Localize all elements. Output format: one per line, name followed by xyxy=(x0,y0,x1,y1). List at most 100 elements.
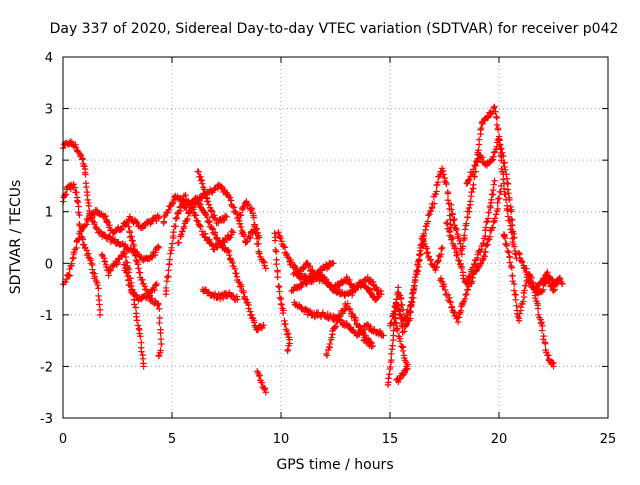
data-point xyxy=(198,176,205,184)
data-point xyxy=(175,239,183,246)
data-point xyxy=(244,200,252,208)
data-point xyxy=(179,200,186,207)
data-point xyxy=(346,305,353,312)
data-point xyxy=(463,220,470,227)
data-point xyxy=(516,310,523,317)
data-point xyxy=(153,280,160,288)
data-point xyxy=(510,287,518,294)
data-point xyxy=(230,262,237,270)
data-point xyxy=(504,247,511,255)
data-point xyxy=(447,299,454,306)
data-point xyxy=(407,315,414,322)
data-point xyxy=(385,375,392,382)
data-point xyxy=(511,234,518,241)
data-point xyxy=(491,177,498,184)
data-point xyxy=(475,136,483,143)
data-point xyxy=(414,261,421,268)
data-point xyxy=(229,229,237,236)
data-point xyxy=(390,315,398,323)
data-point xyxy=(477,126,484,133)
x-tick-label: 5 xyxy=(168,432,176,447)
data-point xyxy=(448,303,456,310)
data-point xyxy=(482,232,489,240)
data-point xyxy=(478,124,485,132)
y-axis-label: SDTVAR / TECUs xyxy=(8,180,24,295)
data-point xyxy=(302,280,309,287)
data-point xyxy=(378,291,385,298)
data-point xyxy=(495,195,503,202)
data-point xyxy=(136,330,143,337)
data-point xyxy=(407,308,414,316)
data-point xyxy=(231,265,238,273)
data-point xyxy=(374,294,381,301)
data-point xyxy=(197,204,204,211)
data-point xyxy=(95,285,102,292)
data-point xyxy=(87,257,94,264)
data-point xyxy=(430,200,438,207)
data-point xyxy=(456,310,463,318)
data-point xyxy=(515,249,523,257)
data-point xyxy=(90,220,98,228)
data-point xyxy=(409,299,416,306)
data-points-layer xyxy=(59,103,566,396)
data-point xyxy=(443,180,450,188)
data-point xyxy=(395,378,402,386)
data-point xyxy=(392,314,399,321)
data-point xyxy=(131,245,138,253)
data-point xyxy=(248,205,255,212)
data-point xyxy=(135,265,142,272)
data-point xyxy=(251,221,258,228)
data-point xyxy=(465,204,473,212)
data-point xyxy=(463,290,470,298)
data-point xyxy=(223,213,230,221)
data-point xyxy=(215,219,222,227)
data-point xyxy=(508,216,515,223)
data-point xyxy=(169,200,176,207)
data-point xyxy=(111,236,119,243)
data-point xyxy=(395,376,403,383)
data-point xyxy=(397,295,405,303)
data-point xyxy=(168,244,175,251)
data-point xyxy=(455,314,463,321)
data-point xyxy=(129,237,136,245)
data-point xyxy=(504,186,511,193)
data-point xyxy=(253,235,261,242)
data-point xyxy=(559,280,566,288)
data-point xyxy=(226,251,233,259)
data-point xyxy=(470,181,477,189)
data-point xyxy=(534,305,542,312)
data-point xyxy=(211,290,219,297)
data-point xyxy=(493,114,501,122)
data-point xyxy=(206,217,213,225)
data-point xyxy=(453,226,460,234)
data-point xyxy=(186,210,194,217)
data-point xyxy=(307,275,314,282)
data-point xyxy=(323,352,331,359)
data-point xyxy=(392,303,399,311)
data-point xyxy=(167,250,174,257)
data-point xyxy=(459,243,467,250)
data-point xyxy=(367,323,374,330)
y-tick-label: 0 xyxy=(45,257,53,272)
data-point xyxy=(165,273,172,280)
data-point xyxy=(490,186,497,194)
data-point xyxy=(484,114,492,121)
data-point xyxy=(89,269,97,276)
data-point xyxy=(410,294,417,302)
data-point xyxy=(548,276,556,283)
data-point xyxy=(497,188,504,196)
data-point xyxy=(162,284,170,292)
data-point xyxy=(105,272,112,279)
data-point xyxy=(506,196,513,204)
chart-title: Day 337 of 2020, Sidereal Day-to-day VTE… xyxy=(50,21,619,37)
data-point xyxy=(155,244,163,252)
data-point xyxy=(399,306,407,313)
data-point xyxy=(133,317,141,324)
data-point xyxy=(209,242,216,249)
data-point xyxy=(234,296,241,303)
data-point xyxy=(163,273,171,281)
data-point xyxy=(79,155,86,162)
data-point xyxy=(539,279,546,286)
data-point xyxy=(254,326,262,334)
data-point xyxy=(184,215,191,223)
